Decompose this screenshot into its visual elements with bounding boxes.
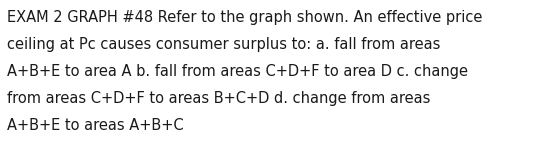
Text: A+B+E to area A b. fall from areas C+D+F to area D c. change: A+B+E to area A b. fall from areas C+D+F… [7,64,468,79]
Text: A+B+E to areas A+B+C: A+B+E to areas A+B+C [7,118,184,133]
Text: from areas C+D+F to areas B+C+D d. change from areas: from areas C+D+F to areas B+C+D d. chang… [7,91,430,106]
Text: EXAM 2 GRAPH #48 Refer to the graph shown. An effective price: EXAM 2 GRAPH #48 Refer to the graph show… [7,10,482,25]
Text: ceiling at Pc causes consumer surplus to: a. fall from areas: ceiling at Pc causes consumer surplus to… [7,37,440,52]
